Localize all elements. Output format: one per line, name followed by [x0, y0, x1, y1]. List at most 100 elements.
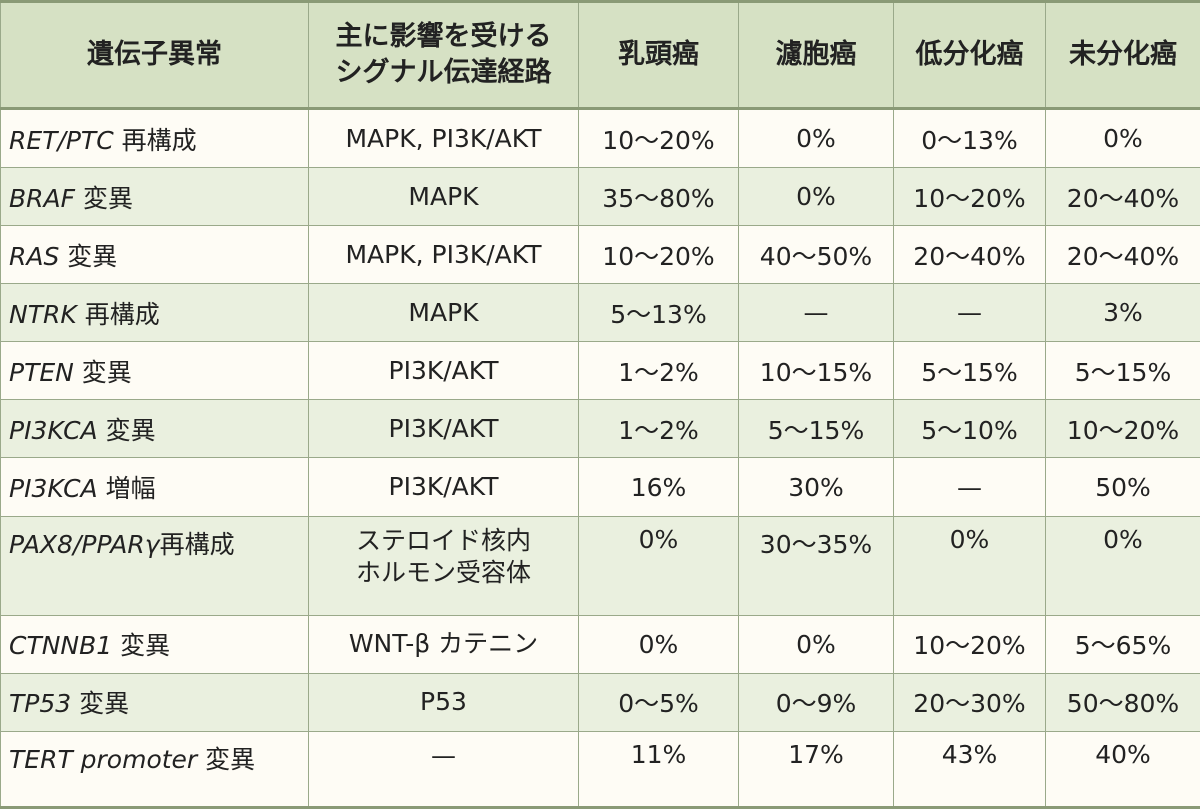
cell-poorly: 10〜20%: [893, 167, 1046, 227]
alteration-type: 変異: [97, 415, 156, 445]
alteration-type: 再構成: [113, 125, 197, 155]
alteration-type: 変異: [112, 631, 171, 661]
cell-anaplastic: 20〜40%: [1045, 225, 1200, 285]
cell-anaplastic: 50〜80%: [1045, 672, 1200, 732]
gene-name: PTEN: [9, 357, 74, 387]
cell-poorly: 5〜15%: [893, 341, 1046, 401]
table-row: BRAF 変異 MAPK 35〜80% 0% 10〜20% 20〜40%: [0, 167, 1200, 227]
table-row: CTNNB1 変異 WNT-β カテニン 0% 0% 10〜20% 5〜65%: [0, 614, 1200, 674]
cell-pathway: MAPK: [308, 283, 579, 343]
pathway-text: PI3K/AKT: [388, 413, 499, 443]
pathway-text: —: [431, 740, 456, 770]
header-gene: 遺伝子異常: [0, 0, 309, 110]
gene-name: NTRK: [9, 299, 77, 329]
cell-gene: NTRK 再構成: [0, 283, 309, 343]
cell-poorly: 43%: [893, 730, 1046, 809]
cell-follicular: 30%: [738, 457, 894, 517]
cell-gene: PI3KCA 変異: [0, 399, 309, 459]
cell-anaplastic: 0%: [1045, 107, 1200, 169]
table-row: TERT promoter 変異 — 11% 17% 43% 40%: [0, 730, 1200, 809]
cell-anaplastic: 50%: [1045, 457, 1200, 517]
cell-papillary: 35〜80%: [578, 167, 739, 227]
header-pathway-line2: シグナル伝達経路: [335, 57, 552, 88]
cell-gene: RET/PTC 再構成: [0, 107, 309, 169]
table-row: TP53 変異 P53 0〜5% 0〜9% 20〜30% 50〜80%: [0, 672, 1200, 732]
cell-pathway: PI3K/AKT: [308, 399, 579, 459]
cell-follicular: 0〜9%: [738, 672, 894, 732]
pathway-text: PI3K/AKT: [388, 355, 499, 385]
cell-pathway: P53: [308, 672, 579, 732]
cell-anaplastic: 20〜40%: [1045, 167, 1200, 227]
pathway-text: WNT-β カテニン: [348, 629, 539, 659]
alteration-type: 再構成: [76, 299, 160, 329]
cell-papillary: 0%: [578, 515, 739, 616]
cell-pathway: MAPK, PI3K/AKT: [308, 107, 579, 169]
cell-papillary: 11%: [578, 730, 739, 809]
cell-poorly: 0〜13%: [893, 107, 1046, 169]
table-row: PAX8/PPARγ再構成 ステロイド核内 ホルモン受容体 0% 30〜35% 0% 0%: [0, 515, 1200, 616]
cell-gene: TERT promoter 変異: [0, 730, 309, 809]
gene-name: CTNNB1: [9, 631, 113, 661]
pathway-text: MAPK: [408, 181, 479, 211]
cell-pathway: MAPK, PI3K/AKT: [308, 225, 579, 285]
cell-follicular: 30〜35%: [738, 515, 894, 616]
pathway-text-line2: ホルモン受容体: [355, 557, 531, 587]
cell-poorly: 0%: [893, 515, 1046, 616]
pathway-text: P53: [420, 687, 467, 717]
header-pathway: 主に影響を受ける シグナル伝達経路: [308, 0, 579, 110]
cell-poorly: 20〜40%: [893, 225, 1046, 285]
cell-papillary: 16%: [578, 457, 739, 517]
pathway-text: ステロイド核内: [355, 525, 531, 555]
alteration-type: 増幅: [97, 474, 156, 503]
cell-poorly: 5〜10%: [893, 399, 1046, 459]
gene-name: TERT promoter: [9, 744, 198, 774]
cell-anaplastic: 0%: [1045, 515, 1200, 616]
alteration-type: 変異: [73, 357, 132, 387]
cell-follicular: 0%: [738, 167, 894, 227]
gene-name: PI3KCA: [9, 474, 98, 503]
cell-papillary: 1〜2%: [578, 399, 739, 459]
cell-follicular: 17%: [738, 730, 894, 809]
cell-follicular: 10〜15%: [738, 341, 894, 401]
cell-follicular: 0%: [738, 614, 894, 674]
gene-name: PAX8/PPARγ: [9, 529, 160, 559]
header-anaplastic: 未分化癌: [1045, 0, 1200, 110]
cell-poorly: —: [893, 457, 1046, 517]
cell-papillary: 10〜20%: [578, 225, 739, 285]
header-follicular: 濾胞癌: [738, 0, 894, 110]
gene-name: RET/PTC: [9, 125, 114, 155]
table-row: NTRK 再構成 MAPK 5〜13% — —3%: [0, 283, 1200, 343]
cell-anaplastic: 5〜15%: [1045, 341, 1200, 401]
cell-gene: BRAF 変異: [0, 167, 309, 227]
alteration-type: 変異: [197, 744, 256, 774]
cell-papillary: 1〜2%: [578, 341, 739, 401]
cell-poorly: 20〜30%: [893, 672, 1046, 732]
pathway-text: MAPK, PI3K/AKT: [345, 239, 542, 269]
table-row: PI3KCA 増幅 PI3K/AKT 16% 30% —50%: [0, 457, 1200, 517]
cell-pathway: WNT-β カテニン: [308, 614, 579, 674]
table-row: RET/PTC 再構成 MAPK, PI3K/AKT 10〜20% 0% 0〜13% 0%: [0, 107, 1200, 169]
header-row: 遺伝子異常 主に影響を受ける シグナル伝達経路 乳頭癌 濾胞癌 低分化癌 未分化…: [0, 0, 1200, 110]
cell-papillary: 0〜5%: [578, 672, 739, 732]
table-row: PI3KCA 変異 PI3K/AKT 1〜2% 5〜15% 5〜10% 10〜20%: [0, 399, 1200, 459]
table-row: PTEN 変異 PI3K/AKT 1〜2% 10〜15% 5〜15% 5〜15%: [0, 341, 1200, 401]
cell-gene: PAX8/PPARγ再構成: [0, 515, 309, 616]
gene-name: TP53: [9, 689, 72, 719]
cell-anaplastic: 3%: [1045, 283, 1200, 343]
alteration-type: 変異: [59, 241, 118, 271]
gene-name: PI3KCA: [9, 415, 98, 445]
cell-follicular: 5〜15%: [738, 399, 894, 459]
header-poorly-differentiated: 低分化癌: [893, 0, 1046, 110]
gene-name: BRAF: [9, 183, 76, 213]
pathway-text: MAPK: [408, 297, 479, 327]
cell-anaplastic: 10〜20%: [1045, 399, 1200, 459]
header-papillary: 乳頭癌: [578, 0, 739, 110]
cell-papillary: 0%: [578, 614, 739, 674]
cell-gene: RAS 変異: [0, 225, 309, 285]
cell-poorly: —: [893, 283, 1046, 343]
cell-follicular: —: [738, 283, 894, 343]
pathway-text: PI3K/AKT: [388, 472, 499, 501]
cell-pathway: ステロイド核内 ホルモン受容体: [308, 515, 579, 616]
